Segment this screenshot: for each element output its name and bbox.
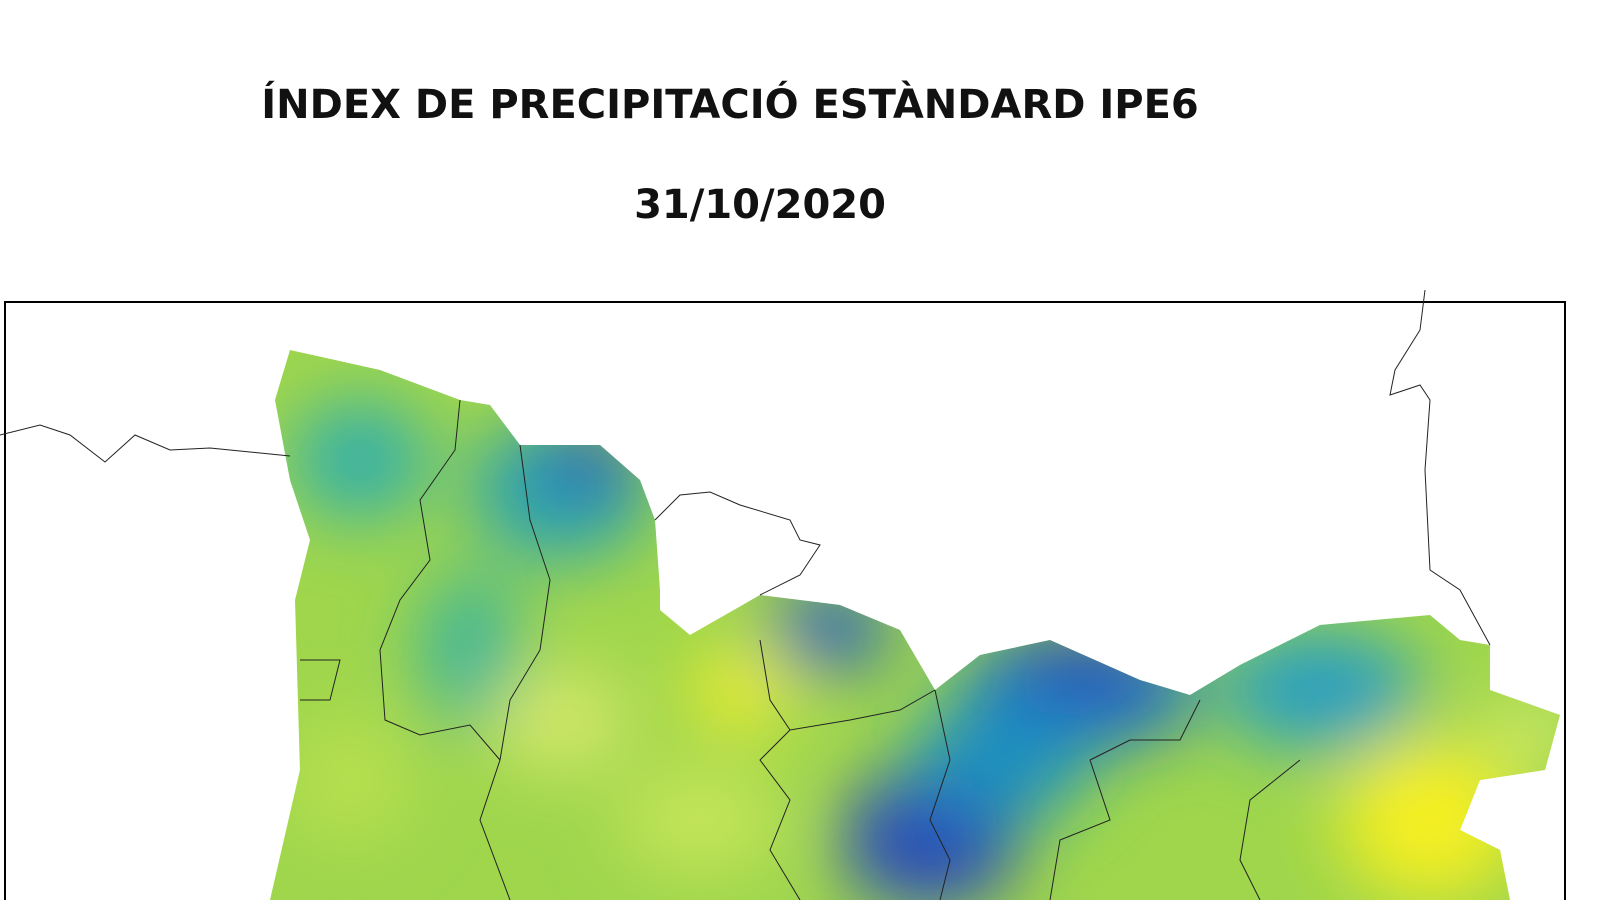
- borders: [0, 289, 1491, 900]
- index-field: [270, 350, 1560, 900]
- map-frame: [4, 301, 1566, 900]
- map-date: 31/10/2020: [634, 182, 886, 228]
- map-title: ÍNDEX DE PRECIPITACIÓ ESTÀNDARD IPE6: [261, 82, 1199, 128]
